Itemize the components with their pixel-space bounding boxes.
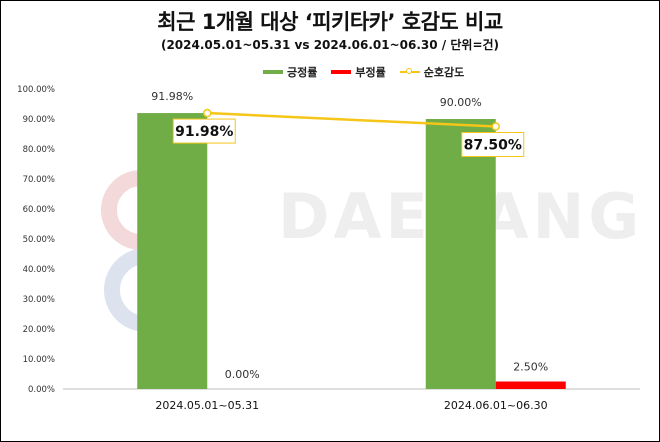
legend-item-positive: 긍정률 <box>263 64 317 80</box>
y-tick-label: 50.00% <box>23 235 55 245</box>
net-point <box>203 108 212 118</box>
x-category-label: 2024.06.01~06.30 <box>444 399 548 412</box>
y-tick-label: 10.00% <box>23 355 55 365</box>
y-tick-label: 80.00% <box>23 145 55 155</box>
bar-negative-label: 0.00% <box>225 368 260 381</box>
chart-subtitle: (2024.05.01~05.31 vs 2024.06.01~06.30 / … <box>160 38 500 52</box>
bar-positive-label: 90.00% <box>440 96 482 109</box>
net-point <box>491 122 500 131</box>
net-line <box>207 111 496 128</box>
legend-item-negative: 부정률 <box>331 64 386 80</box>
bar-positive-label: 91.98% <box>151 90 193 103</box>
y-tick-label: 0.00% <box>28 385 55 395</box>
legend-swatch-net <box>399 68 420 74</box>
legend: 긍정률 부정률 순호감도 <box>263 64 478 80</box>
legend-swatch-positive <box>263 70 283 74</box>
legend-item-net: 순호감도 <box>399 64 465 80</box>
x-category-label: 2024.05.01~05.31 <box>155 399 259 412</box>
legend-swatch-negative <box>331 70 352 74</box>
legend-label-net: 순호감도 <box>423 66 465 79</box>
legend-label-positive: 긍정률 <box>287 66 318 79</box>
legend-label-negative: 부정률 <box>355 66 386 79</box>
bar-positive <box>137 113 208 389</box>
y-tick-label: 70.00% <box>23 175 55 185</box>
net-label-box <box>461 132 525 157</box>
net-label: 91.98% <box>175 124 233 140</box>
y-tick-label: 100.00% <box>17 85 55 95</box>
y-tick-label: 20.00% <box>23 325 55 335</box>
net-label-box <box>172 118 236 144</box>
bar-negative <box>495 381 566 389</box>
y-tick-label: 60.00% <box>23 205 55 215</box>
net-label: 87.50% <box>464 138 522 154</box>
y-tick-label: 90.00% <box>23 115 55 125</box>
chart-title: 최근 1개월 대상 ‘피키타카’ 호감도 비교 <box>157 10 503 34</box>
y-tick-label: 40.00% <box>23 265 55 275</box>
y-tick-label: 30.00% <box>23 295 55 305</box>
bar-negative-label: 2.50% <box>513 361 548 374</box>
bar-positive <box>425 119 496 389</box>
